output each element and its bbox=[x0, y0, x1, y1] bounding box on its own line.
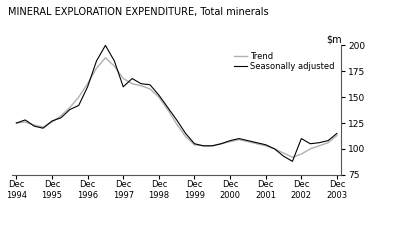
Line: Seasonally adjusted: Seasonally adjusted bbox=[16, 45, 337, 161]
Text: $m: $m bbox=[326, 34, 341, 44]
Seasonally adjusted bbox=[335, 132, 339, 135]
Legend: Trend, Seasonally adjusted: Trend, Seasonally adjusted bbox=[231, 48, 338, 75]
Seasonally adjusted bbox=[139, 82, 143, 85]
Trend bbox=[121, 77, 125, 80]
Seasonally adjusted bbox=[174, 118, 179, 121]
Trend bbox=[166, 108, 170, 111]
Seasonally adjusted bbox=[299, 137, 304, 140]
Trend bbox=[148, 88, 152, 90]
Seasonally adjusted bbox=[103, 44, 108, 47]
Trend bbox=[237, 138, 241, 141]
Trend bbox=[76, 96, 81, 99]
Trend bbox=[85, 82, 90, 85]
Trend bbox=[228, 140, 233, 143]
Seasonally adjusted bbox=[228, 139, 233, 142]
Trend bbox=[103, 57, 108, 59]
Trend bbox=[254, 142, 259, 145]
Trend bbox=[156, 96, 161, 99]
Trend bbox=[67, 106, 72, 109]
Seasonally adjusted bbox=[219, 142, 224, 145]
Line: Trend: Trend bbox=[16, 58, 337, 157]
Trend bbox=[14, 122, 19, 124]
Trend bbox=[299, 153, 304, 155]
Seasonally adjusted bbox=[245, 139, 250, 142]
Seasonally adjusted bbox=[121, 85, 125, 88]
Text: MINERAL EXPLORATION EXPENDITURE, Total minerals: MINERAL EXPLORATION EXPENDITURE, Total m… bbox=[8, 7, 268, 17]
Trend bbox=[308, 148, 312, 150]
Seasonally adjusted bbox=[263, 143, 268, 146]
Seasonally adjusted bbox=[183, 132, 188, 135]
Trend bbox=[219, 142, 224, 145]
Trend bbox=[281, 152, 286, 154]
Trend bbox=[263, 144, 268, 147]
Trend bbox=[192, 143, 197, 146]
Trend bbox=[23, 121, 28, 123]
Seasonally adjusted bbox=[112, 59, 117, 62]
Seasonally adjusted bbox=[76, 104, 81, 107]
Trend bbox=[245, 140, 250, 143]
Seasonally adjusted bbox=[290, 160, 295, 163]
Seasonally adjusted bbox=[85, 85, 90, 88]
Seasonally adjusted bbox=[201, 144, 206, 147]
Seasonally adjusted bbox=[50, 120, 54, 122]
Trend bbox=[139, 84, 143, 87]
Seasonally adjusted bbox=[166, 106, 170, 109]
Trend bbox=[335, 134, 339, 137]
Seasonally adjusted bbox=[326, 139, 330, 142]
Seasonally adjusted bbox=[237, 137, 241, 140]
Trend bbox=[58, 114, 63, 117]
Trend bbox=[94, 67, 99, 69]
Trend bbox=[130, 82, 135, 85]
Seasonally adjusted bbox=[254, 141, 259, 144]
Trend bbox=[183, 135, 188, 138]
Seasonally adjusted bbox=[67, 108, 72, 111]
Trend bbox=[50, 121, 54, 123]
Seasonally adjusted bbox=[130, 77, 135, 80]
Seasonally adjusted bbox=[148, 83, 152, 86]
Trend bbox=[112, 65, 117, 67]
Seasonally adjusted bbox=[317, 141, 322, 144]
Seasonally adjusted bbox=[156, 94, 161, 96]
Seasonally adjusted bbox=[210, 144, 215, 147]
Seasonally adjusted bbox=[23, 118, 28, 121]
Seasonally adjusted bbox=[41, 127, 46, 130]
Trend bbox=[41, 126, 46, 128]
Trend bbox=[174, 123, 179, 126]
Trend bbox=[317, 144, 322, 147]
Trend bbox=[210, 144, 215, 147]
Trend bbox=[326, 141, 330, 144]
Trend bbox=[290, 156, 295, 158]
Trend bbox=[32, 124, 37, 126]
Seasonally adjusted bbox=[14, 122, 19, 124]
Trend bbox=[272, 148, 277, 150]
Seasonally adjusted bbox=[94, 59, 99, 62]
Seasonally adjusted bbox=[32, 125, 37, 128]
Seasonally adjusted bbox=[192, 142, 197, 145]
Seasonally adjusted bbox=[308, 142, 312, 145]
Seasonally adjusted bbox=[281, 155, 286, 158]
Seasonally adjusted bbox=[272, 148, 277, 150]
Trend bbox=[201, 144, 206, 147]
Seasonally adjusted bbox=[58, 116, 63, 119]
